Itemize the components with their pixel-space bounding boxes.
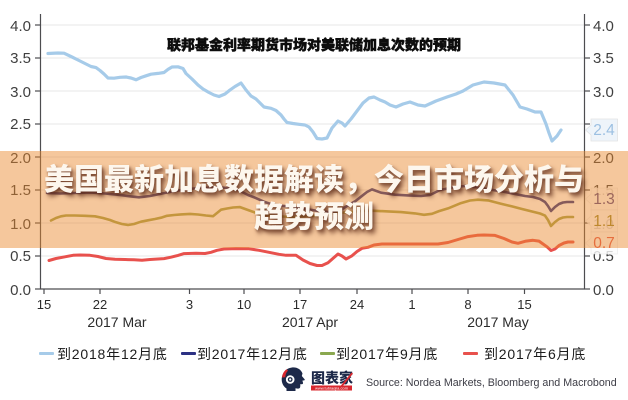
- svg-text:1.5: 1.5: [10, 182, 31, 199]
- svg-text:2.0: 2.0: [10, 150, 31, 167]
- svg-text:3.5: 3.5: [593, 50, 614, 67]
- svg-text:2.0: 2.0: [593, 150, 614, 167]
- svg-text:2.5: 2.5: [10, 116, 31, 133]
- svg-text:0.0: 0.0: [10, 282, 31, 299]
- svg-text:8: 8: [464, 297, 471, 312]
- svg-text:3.5: 3.5: [10, 50, 31, 67]
- svg-text:15: 15: [517, 297, 531, 312]
- svg-text:24: 24: [350, 297, 364, 312]
- svg-text:0.0: 0.0: [593, 282, 614, 299]
- svg-text:17: 17: [293, 297, 307, 312]
- svg-text:1.1: 1.1: [593, 213, 615, 230]
- svg-text:4.0: 4.0: [10, 18, 31, 35]
- svg-text:2017 Apr: 2017 Apr: [282, 314, 338, 330]
- svg-text:3: 3: [186, 297, 193, 312]
- svg-text:1.3: 1.3: [593, 191, 615, 208]
- svg-text:10: 10: [237, 297, 251, 312]
- svg-text:15: 15: [37, 297, 51, 312]
- svg-text:图表家: 图表家: [311, 368, 353, 388]
- svg-text:3.0: 3.0: [593, 84, 614, 101]
- svg-text:0.7: 0.7: [593, 235, 615, 252]
- svg-text:0.5: 0.5: [10, 248, 31, 265]
- svg-text:3.0: 3.0: [10, 84, 31, 101]
- svg-text:4.0: 4.0: [593, 18, 614, 35]
- svg-text:www.tubiaojia.com: www.tubiaojia.com: [315, 386, 349, 391]
- svg-text:22: 22: [93, 297, 107, 312]
- svg-text:1: 1: [408, 297, 415, 312]
- svg-text:1.0: 1.0: [10, 216, 31, 233]
- svg-text:2017 May: 2017 May: [467, 314, 528, 330]
- svg-text:2.4: 2.4: [593, 122, 615, 139]
- svg-text:2017 Mar: 2017 Mar: [87, 314, 146, 330]
